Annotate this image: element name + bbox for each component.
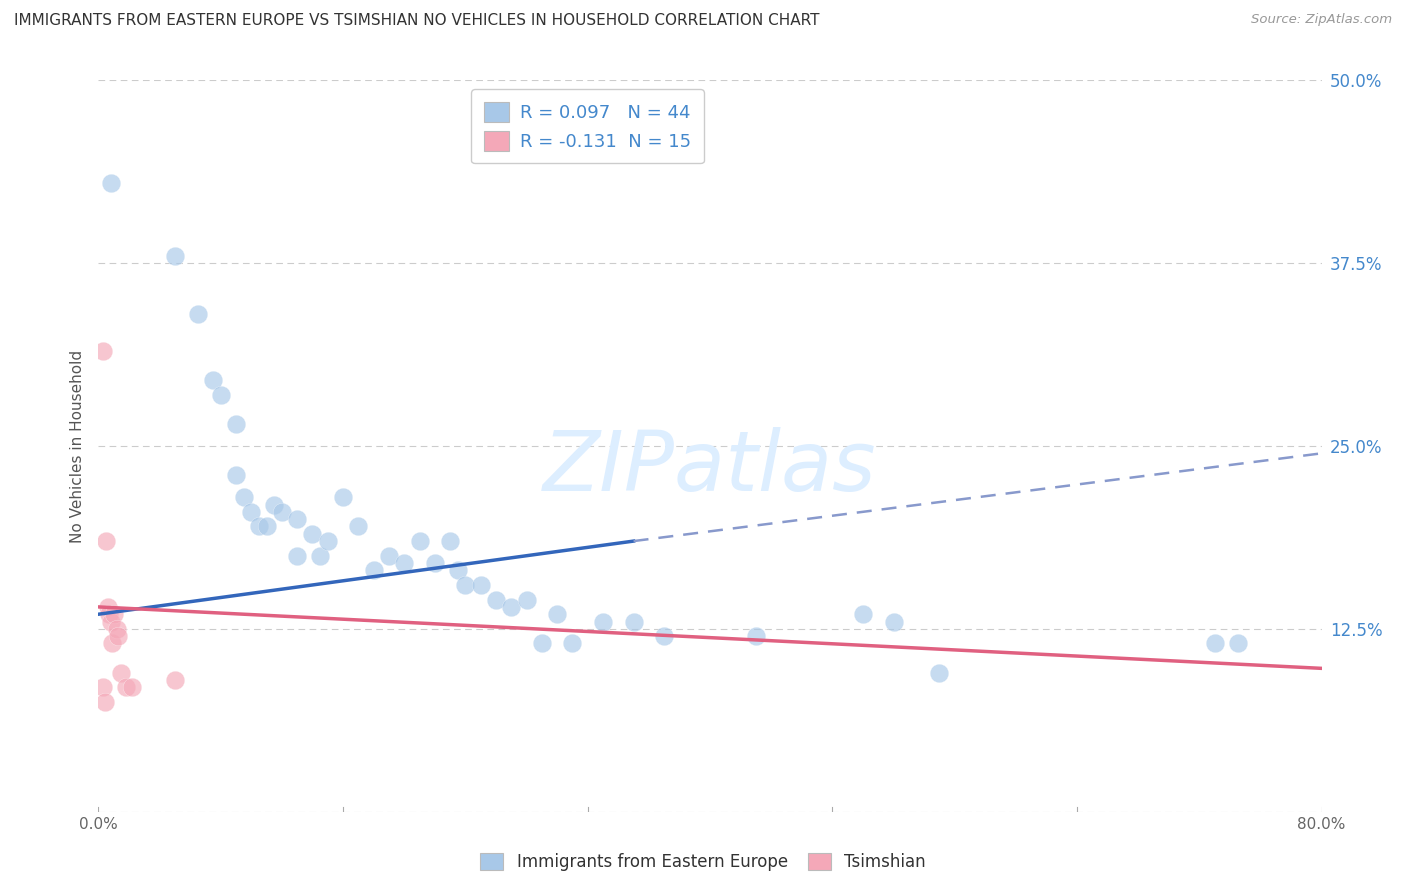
Point [263, 498, 285, 512]
Text: Source: ZipAtlas.com: Source: ZipAtlas.com [1251, 13, 1392, 27]
Point [454, 578, 477, 592]
Point [256, 519, 278, 533]
Legend: Immigrants from Eastern Europe, Tsimshian: Immigrants from Eastern Europe, Tsimshia… [471, 845, 935, 880]
Point [225, 468, 247, 483]
Point [408, 534, 430, 549]
Point [485, 592, 508, 607]
Point [423, 556, 446, 570]
Point [447, 563, 470, 577]
Point [202, 373, 225, 387]
Point [100, 176, 122, 190]
Point [98, 607, 121, 622]
Legend: R = 0.097   N = 44, R = -0.131  N = 15: R = 0.097 N = 44, R = -0.131 N = 15 [471, 89, 704, 163]
Point [470, 578, 492, 592]
Point [530, 636, 553, 650]
Point [115, 681, 138, 695]
Point [163, 249, 186, 263]
Point [316, 534, 339, 549]
Point [501, 599, 523, 614]
Point [107, 629, 129, 643]
Point [928, 665, 950, 680]
Point [883, 615, 905, 629]
Point [94, 534, 117, 549]
Point [652, 629, 675, 643]
Text: IMMIGRANTS FROM EASTERN EUROPE VS TSIMSHIAN NO VEHICLES IN HOUSEHOLD CORRELATION: IMMIGRANTS FROM EASTERN EUROPE VS TSIMSH… [14, 13, 820, 29]
Point [100, 615, 122, 629]
Point [91, 681, 114, 695]
Text: ZIPatlas: ZIPatlas [543, 427, 877, 508]
Point [110, 665, 132, 680]
Point [105, 622, 128, 636]
Point [852, 607, 875, 622]
Point [623, 615, 645, 629]
Point [97, 599, 120, 614]
Point [546, 607, 568, 622]
Point [101, 636, 124, 650]
Point [121, 681, 143, 695]
Point [240, 505, 263, 519]
Point [163, 673, 186, 687]
Point [103, 607, 125, 622]
Point [561, 636, 583, 650]
Point [209, 388, 232, 402]
Point [93, 695, 115, 709]
Point [363, 563, 385, 577]
Point [285, 512, 308, 526]
Point [225, 417, 247, 431]
Point [439, 534, 461, 549]
Point [247, 519, 270, 533]
Point [516, 592, 538, 607]
Point [91, 343, 114, 358]
Point [592, 615, 614, 629]
Point [301, 526, 323, 541]
Point [309, 549, 332, 563]
Point [1204, 636, 1226, 650]
Point [187, 307, 209, 321]
Point [232, 490, 254, 504]
Point [347, 519, 370, 533]
Point [392, 556, 416, 570]
Point [1226, 636, 1249, 650]
Point [745, 629, 768, 643]
Y-axis label: No Vehicles in Household: No Vehicles in Household [70, 350, 86, 542]
Point [378, 549, 401, 563]
Point [332, 490, 354, 504]
Point [270, 505, 292, 519]
Point [285, 549, 308, 563]
